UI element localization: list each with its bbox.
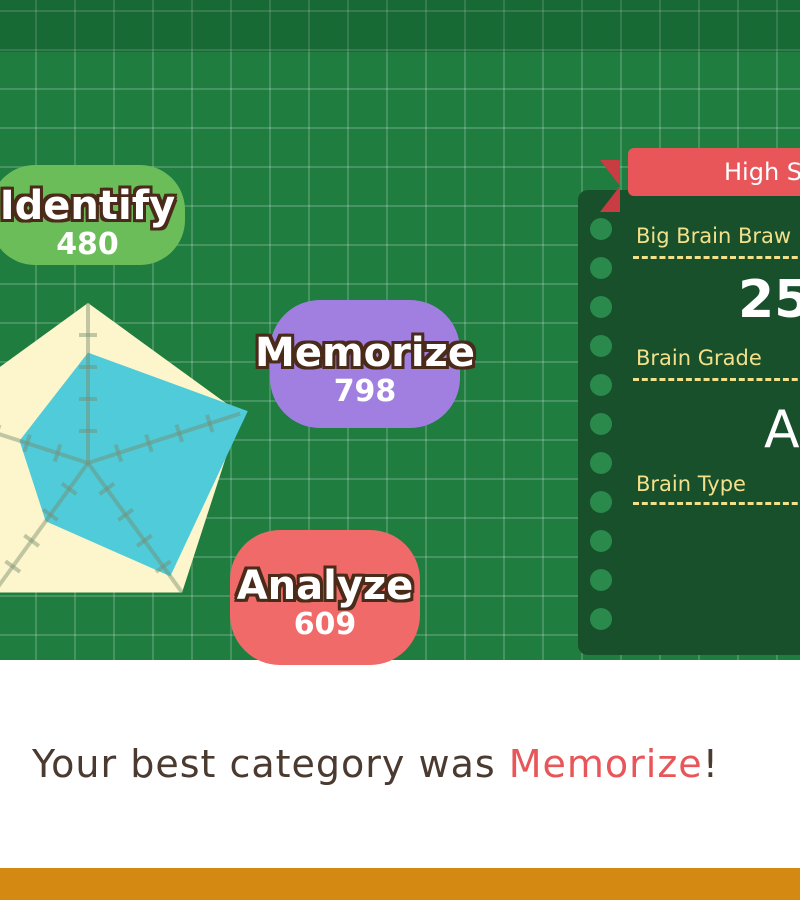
category-score: 798 [333,374,397,409]
divider [633,256,800,259]
radar-axis [0,461,90,588]
radar-tick [41,507,59,522]
radar-axis [87,411,241,465]
radar-score-area [19,352,248,577]
category-score: 480 [56,227,119,262]
radar-tick [113,443,124,463]
radar-tick [23,533,41,548]
ribbon-tail [600,160,620,212]
divider [633,378,800,381]
category-analyze: Analyze 609 [225,530,425,665]
top-band [0,0,800,52]
high-score-value: 25 [738,270,800,330]
radar-tick [52,443,63,463]
ribbon-title: High S [724,158,800,186]
message-text: Your best category was [32,742,509,786]
radar-tick [60,481,78,496]
notebook-hole [590,413,612,435]
notebook-hole [590,452,612,474]
notebook-hole [590,530,612,552]
message-suffix: ! [702,742,719,786]
notebook-hole [590,608,612,630]
radar-tick [205,414,215,433]
category-name: Memorize [255,330,475,376]
radar-axis [0,432,89,465]
category-memorize: Memorize 798 [245,300,485,428]
notebook-hole [590,335,612,357]
category-identify: Identify 480 [0,165,185,265]
radar-tick [117,507,135,522]
category-name: Identify [0,183,176,229]
result-message: Your best category was Memorize! [32,742,719,786]
radar-tick [22,434,32,453]
category-name: Analyze [236,563,414,609]
grade-value: A [764,400,800,460]
score-board: Identify 480 Memorize 798 Analyze 609 Bi… [0,0,800,665]
radar-tick [4,559,22,574]
radar-tick [135,533,153,548]
radar-tick [98,481,116,496]
best-category: Memorize [508,742,703,786]
radar-tick [144,434,154,453]
high-score-panel: Big Brain Braw 25 Brain Grade A Brain Ty… [578,190,800,655]
notebook-hole [590,257,612,279]
radar-tick [154,559,172,574]
category-score: 609 [293,607,357,642]
notebook-hole [590,569,612,591]
mode-label: Big Brain Braw [636,224,792,248]
radar-chart [0,303,248,594]
notebook-hole [590,296,612,318]
notebook-hole [590,374,612,396]
notebook-hole [590,218,612,240]
type-label: Brain Type [636,472,746,496]
radar-tick [174,424,184,443]
divider [633,502,800,505]
notebook-hole [590,491,612,513]
radar-axis [86,461,184,594]
grade-label: Brain Grade [636,346,762,370]
high-score-ribbon: High S [628,148,800,196]
footer-bar [0,868,800,900]
